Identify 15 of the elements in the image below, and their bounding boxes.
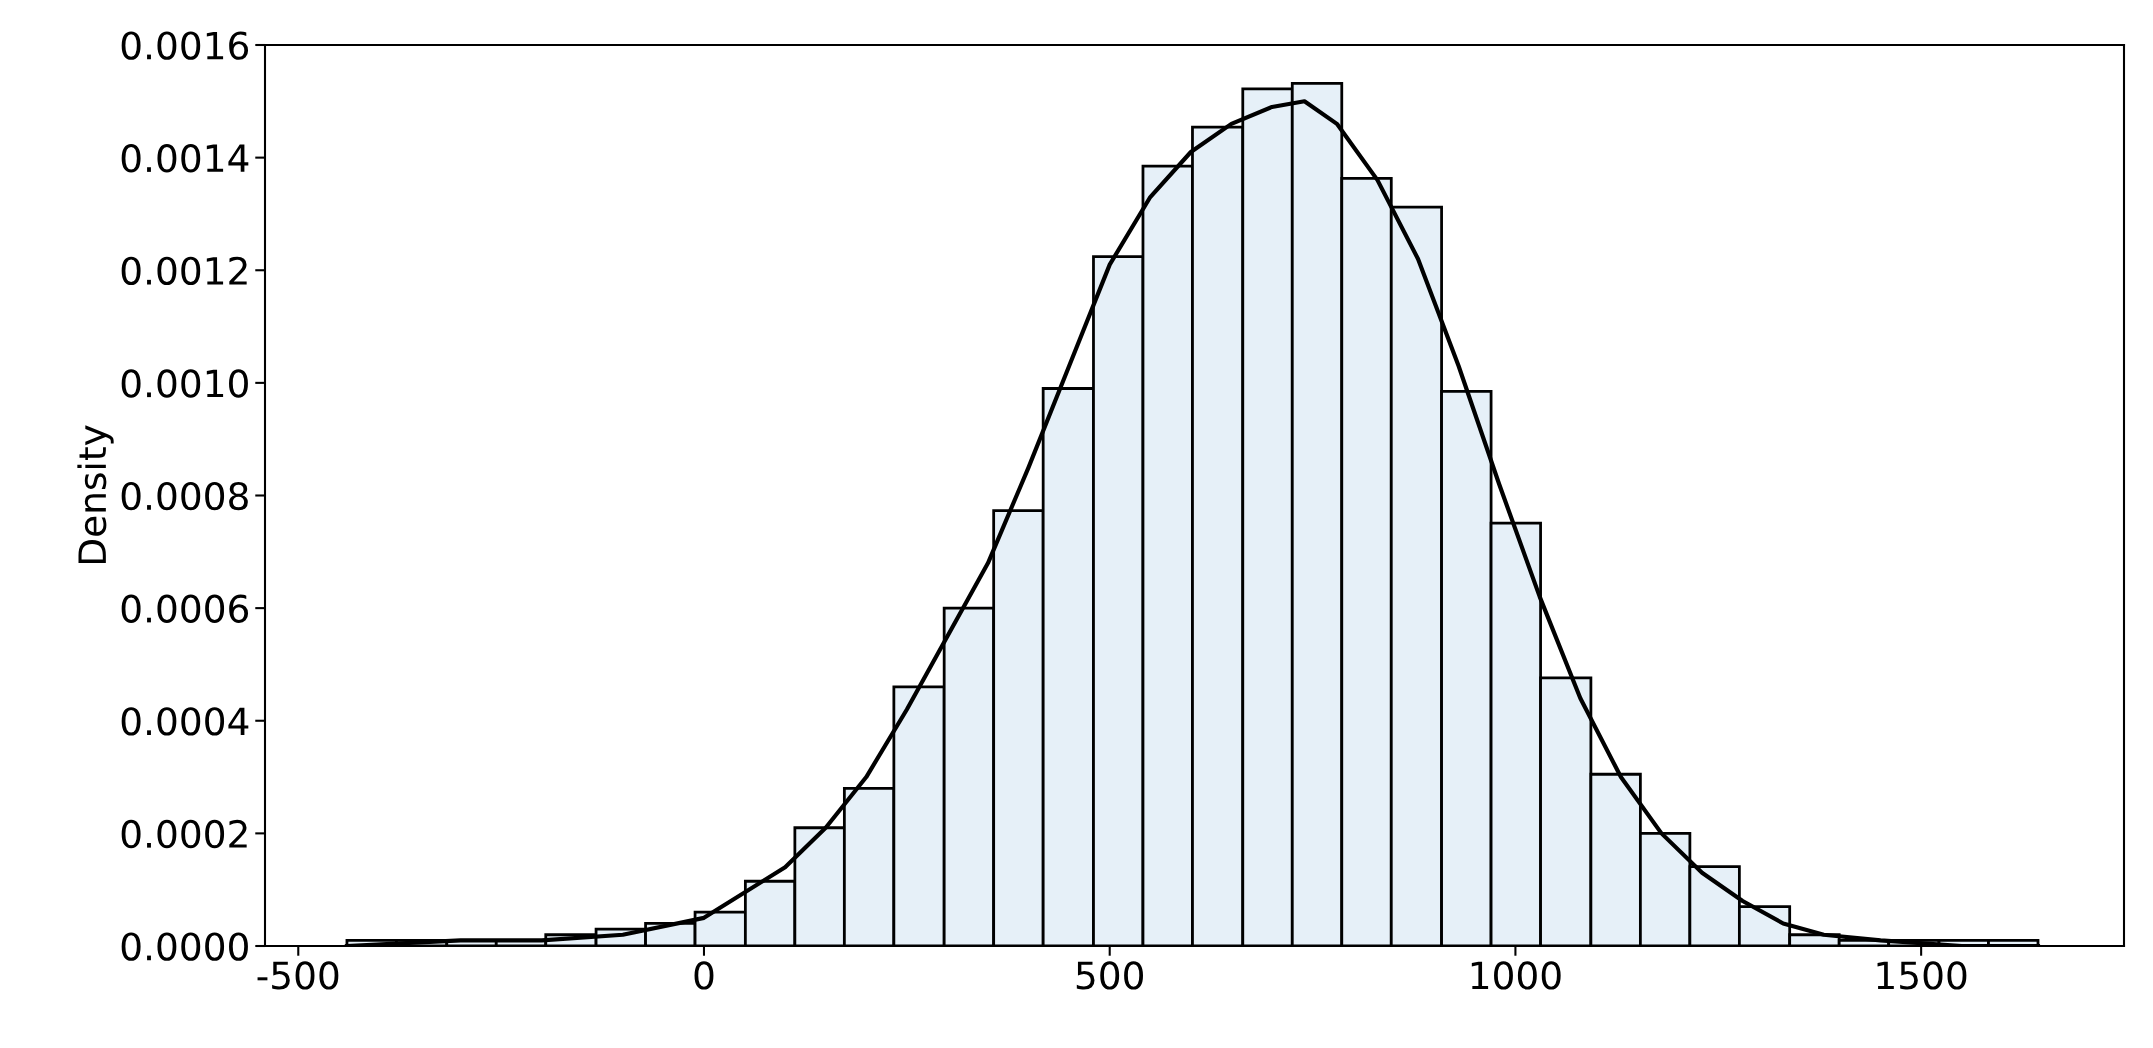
x-tick-label: -500 — [257, 961, 339, 990]
y-tick-label: 0.0008 — [121, 481, 248, 511]
y-tick-label: 0.0002 — [121, 819, 247, 849]
y-tick-label: 0.0006 — [121, 594, 249, 623]
y-axis-title: Density — [77, 425, 114, 564]
y-tick-label: 0.0004 — [121, 707, 249, 736]
y-tick-label: 0.0000 — [121, 932, 248, 961]
y-tick-label: 0.0012 — [121, 256, 247, 286]
x-tick-label: 1000 — [1471, 961, 1561, 990]
y-tick-label: 0.0016 — [121, 31, 249, 60]
x-tick-label: 0 — [694, 961, 714, 990]
y-tick-label: 0.0014 — [121, 144, 249, 173]
y-tick-label: 0.0010 — [121, 369, 248, 398]
x-tick-label: 500 — [1076, 961, 1143, 990]
x-tick-label: 1500 — [1877, 961, 1967, 990]
